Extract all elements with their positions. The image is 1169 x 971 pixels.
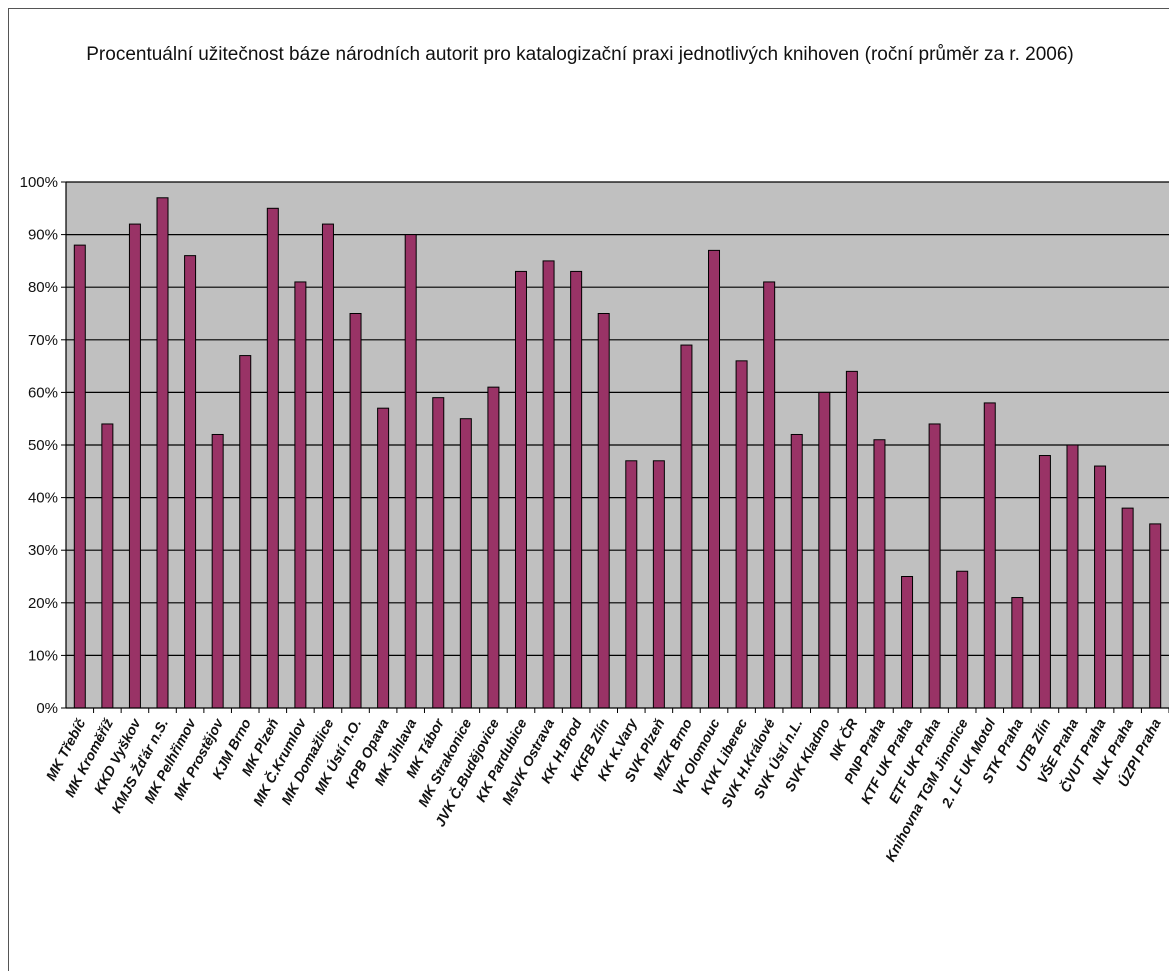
bar [128, 223, 141, 709]
y-tick-label: 80% [28, 279, 58, 296]
bar [1038, 455, 1051, 709]
bar [763, 281, 776, 709]
bar [1011, 597, 1024, 709]
chart-title: Procentuální užitečnost báze národních a… [86, 44, 1074, 65]
y-tick-label: 30% [28, 542, 58, 559]
bar [1121, 507, 1134, 709]
bar [156, 197, 169, 709]
bar [266, 207, 279, 709]
axes [65, 182, 1169, 713]
bar [873, 439, 886, 709]
y-tick-label: 100% [20, 174, 58, 191]
bar [101, 423, 114, 709]
bar [597, 313, 610, 709]
bar [377, 407, 390, 709]
bar [1066, 444, 1079, 709]
bar [459, 418, 472, 709]
bar [790, 433, 803, 709]
y-tick-label: 70% [28, 332, 58, 349]
bar [901, 576, 914, 709]
bar [432, 397, 445, 709]
bar [1149, 523, 1162, 709]
bar [652, 460, 665, 709]
y-tick-labels: 0% 10% 20% 30% 40% 50% 60% 70% 80% 90% 100% [20, 174, 58, 717]
y-tick-label: 40% [28, 490, 58, 507]
bar [487, 386, 500, 709]
bar [349, 313, 362, 709]
bar [708, 249, 721, 709]
y-tick-label: 60% [28, 384, 58, 401]
bar [321, 223, 334, 709]
bar [983, 402, 996, 709]
bar [680, 344, 693, 709]
bar [735, 360, 748, 709]
bar [956, 570, 969, 709]
bar [184, 255, 197, 709]
bar [294, 281, 307, 709]
y-tick-label: 20% [28, 595, 58, 612]
bar [404, 234, 417, 709]
bar [818, 391, 831, 709]
bar [625, 460, 638, 709]
bar [73, 244, 86, 709]
bar [928, 423, 941, 709]
bars [73, 197, 1162, 709]
y-tick-label: 10% [28, 647, 58, 664]
bar [542, 260, 555, 709]
bar [514, 270, 527, 709]
bar [1094, 465, 1107, 709]
bar [211, 433, 224, 709]
y-tick-label: 90% [28, 227, 58, 244]
bar [239, 355, 252, 709]
y-tick-label: 0% [36, 700, 58, 717]
bar [570, 270, 583, 709]
y-tick-label: 50% [28, 437, 58, 454]
bar [845, 370, 858, 709]
